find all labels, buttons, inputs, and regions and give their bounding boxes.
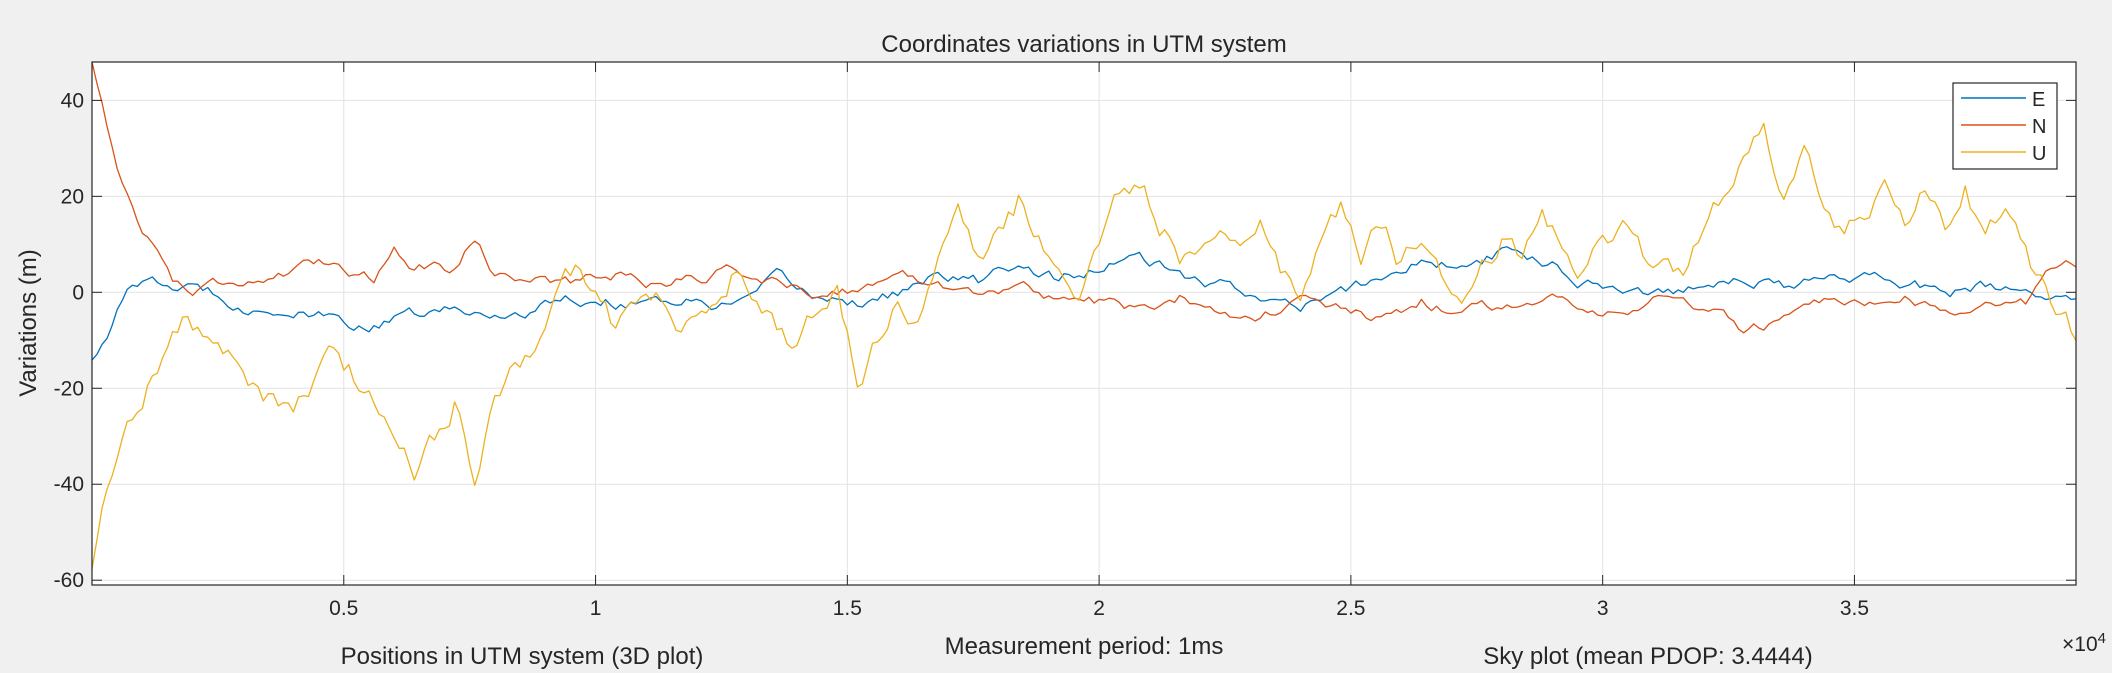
x-tick-label: 3.5 xyxy=(1840,597,1869,620)
y-tick-label: 20 xyxy=(61,185,84,208)
series-lines xyxy=(91,61,2077,570)
plot-area xyxy=(92,62,2076,585)
axis-ticks: 0.5 1 1.5 2 2.5 3 3.5 40 20 0 -20 -40 -60 xyxy=(54,62,2076,620)
y-tick-label: 0 xyxy=(72,281,84,304)
x-exponent-base: ×10 xyxy=(2062,633,2098,656)
series-line-u xyxy=(91,122,2077,570)
series-line-n xyxy=(91,61,2077,334)
subplot-title-3d-positions: Positions in UTM system (3D plot) xyxy=(341,643,704,670)
chart-title: Coordinates variations in UTM system xyxy=(881,31,1286,58)
x-exponent-power: 4 xyxy=(2098,630,2106,647)
legend: E N U xyxy=(1952,82,2058,170)
x-tick-label: 3 xyxy=(1597,597,1609,620)
y-tick-label: -60 xyxy=(54,569,84,592)
x-tick-label: 2 xyxy=(1093,597,1105,620)
legend-label-n: N xyxy=(2032,116,2046,138)
y-tick-label: 40 xyxy=(61,89,84,112)
y-tick-label: -20 xyxy=(54,377,84,400)
grid-lines xyxy=(92,62,2076,585)
subplot-title-sky-plot: Sky plot (mean PDOP: 3.4444) xyxy=(1483,643,1812,670)
x-tick-label: 2.5 xyxy=(1336,597,1365,620)
y-tick-label: -40 xyxy=(54,473,84,496)
legend-label-u: U xyxy=(2032,143,2046,165)
x-tick-label: 0.5 xyxy=(329,597,358,620)
legend-label-e: E xyxy=(2032,89,2045,111)
series-line-e xyxy=(91,246,2077,361)
x-exponent-label: ×104 xyxy=(2062,630,2106,656)
y-axis-label: Variations (m) xyxy=(15,249,42,397)
x-axis-label: Measurement period: 1ms xyxy=(945,633,1224,660)
x-tick-label: 1 xyxy=(590,597,602,620)
x-tick-label: 1.5 xyxy=(833,597,862,620)
axes-box xyxy=(91,61,2077,586)
